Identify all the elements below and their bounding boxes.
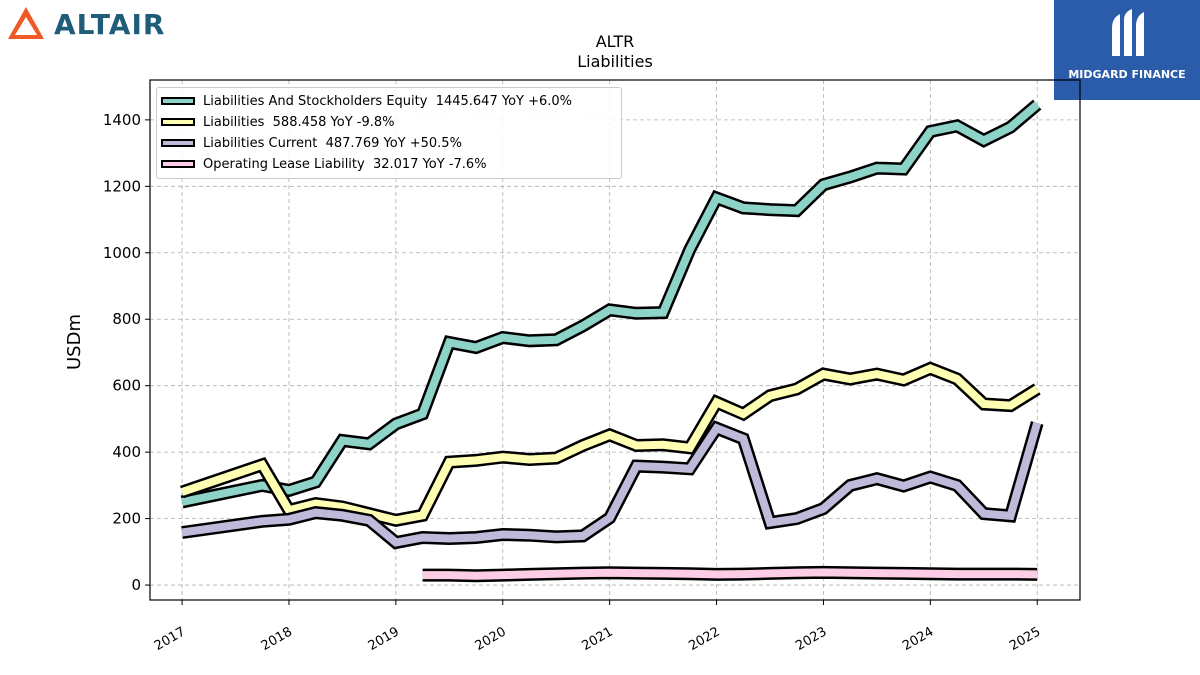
altair-logo-mark [8,7,44,39]
x-tick-label: 2021 [579,624,615,654]
series-stroke [180,364,1040,525]
series-stroke [422,568,1038,580]
x-tick-label: 2022 [686,624,722,654]
y-tick-label: 200 [112,510,141,528]
midgard-finance-logo: MIDGARD FINANCE [1054,0,1200,100]
legend-item: Operating Lease Liability 32.017 YoY -7.… [157,154,487,174]
midgard-mark-icon [1112,9,1144,56]
y-tick-label: 1400 [103,111,141,129]
altair-logo: ALTAIR [6,4,165,44]
series-line-4 [422,565,1038,583]
series-stroke [181,101,1040,506]
series-line-2 [180,361,1041,527]
x-tick-label: 2025 [1007,624,1043,654]
chart-legend: Liabilities And Stockholders Equity 1445… [156,87,622,179]
legend-item: Liabilities Current 487.769 YoY +50.5% [157,133,462,153]
y-tick-label: 0 [131,576,141,594]
midgard-logo-text: MIDGARD FINANCE [1068,68,1186,81]
plot-frame [149,79,1081,601]
y-tick-label: 600 [112,377,141,395]
x-tick-label: 2018 [259,624,295,654]
series-line-1 [180,99,1042,509]
legend-label: Operating Lease Liability 32.017 YoY -7.… [203,156,487,172]
x-tick-label: 2024 [900,624,936,654]
legend-item: Liabilities 588.458 YoY -9.8% [157,112,395,132]
chart-title: ALTR [596,32,635,51]
series-stroke [181,421,1042,547]
series-lines [180,99,1044,583]
y-tick-label: 400 [112,443,141,461]
y-axis-label: USDm [64,314,85,370]
y-tick-label: 800 [112,310,141,328]
legend-swatch [161,97,195,105]
legend-item: Liabilities And Stockholders Equity 1445… [157,91,572,111]
legend-label: Liabilities Current 487.769 YoY +50.5% [203,135,462,151]
chart-subtitle: Liabilities [577,52,653,71]
x-tick-label: 2019 [366,624,402,654]
x-tick-label: 2017 [152,624,188,654]
x-tick-label: 2023 [793,624,829,654]
series-line-3 [181,420,1044,550]
legend-label: Liabilities And Stockholders Equity 1445… [203,93,573,109]
y-tick-label: 1000 [103,244,141,262]
legend-swatch [161,160,195,168]
x-tick-label: 2020 [473,624,509,654]
y-axis: 0 200 400 600 800 1000 1200 1400 [103,111,150,594]
y-tick-label: 1200 [103,177,141,195]
legend-swatch [161,118,195,126]
altair-logo-text: ALTAIR [54,7,166,41]
legend-swatch [161,139,195,147]
legend-label: Liabilities 588.458 YoY -9.8% [203,114,395,130]
x-axis: 2017 2018 2019 2020 2021 2022 2023 2024 2025 [152,600,1043,654]
